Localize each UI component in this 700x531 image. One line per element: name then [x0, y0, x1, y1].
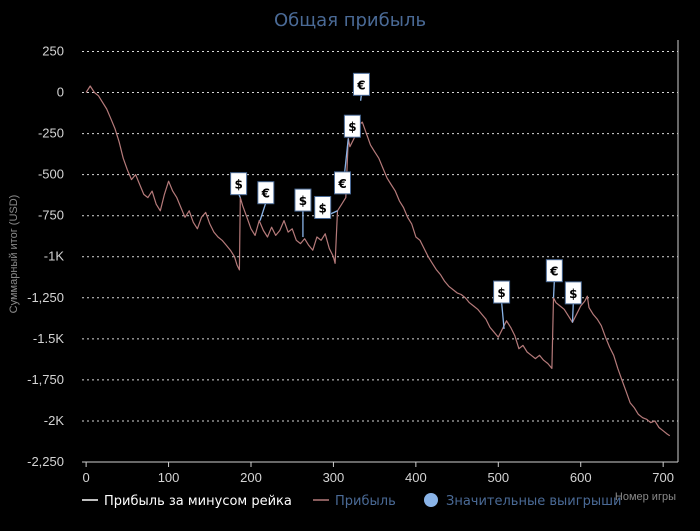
- big-win-marker: $: [294, 188, 312, 238]
- euro-icon: €: [261, 187, 270, 201]
- euro-icon: €: [549, 265, 558, 279]
- axes: [82, 40, 679, 467]
- marker-box: [564, 281, 582, 305]
- big-win-marker: €: [333, 138, 351, 195]
- marker-box: [545, 259, 563, 283]
- marker-box: [493, 280, 511, 304]
- marker-box: [333, 171, 351, 195]
- y-tick-label: -1,750: [27, 372, 64, 387]
- big-win-marker: €: [352, 72, 370, 101]
- marker-box: [294, 188, 312, 212]
- legend-item: Значительные выигрыши: [424, 493, 621, 509]
- x-tick-label: 200: [240, 470, 262, 485]
- legend-label: Прибыль за минусом рейка: [104, 494, 292, 509]
- big-win-marker: $: [564, 281, 582, 323]
- big-win-marker: $: [230, 172, 248, 198]
- x-tick-label: 700: [652, 470, 674, 485]
- x-tick-labels: 0 100 200 300 400 500 600 700: [83, 470, 675, 485]
- y-tick-label: 0: [57, 85, 64, 100]
- marker-connector: [552, 280, 555, 298]
- dollar-icon: $: [299, 194, 307, 208]
- dollar-icon: $: [497, 286, 505, 300]
- big-win-markers: $ € $ $ € $ € $ € $: [230, 72, 582, 330]
- y-tick-labels: 250 0 -250 -500 -750 -1K -1,250 -1.5K -1,750 -2K -…: [27, 43, 64, 469]
- x-axis-label: Номер игры: [615, 491, 676, 503]
- y-tick-label: -1,250: [27, 290, 64, 305]
- marker-box: [343, 114, 361, 138]
- big-win-marker: €: [257, 181, 275, 221]
- legend-swatch-dot: [424, 493, 438, 507]
- marker-connector: [571, 302, 574, 323]
- legend-item: Прибыль: [313, 494, 396, 509]
- dollar-icon: $: [348, 120, 356, 134]
- y-tick-label: -2,250: [27, 454, 64, 469]
- euro-icon: €: [337, 177, 346, 191]
- series-lines: [85, 85, 671, 437]
- x-tick-label: 300: [323, 470, 345, 485]
- y-tick-label: -2K: [44, 413, 65, 428]
- y-tick-label: -1K: [44, 249, 65, 264]
- x-tick-label: 500: [487, 470, 509, 485]
- y-tick-label: -250: [38, 126, 64, 141]
- series-line-profit: [85, 85, 671, 437]
- legend-label: Прибыль: [335, 494, 396, 509]
- y-tick-label: -500: [38, 167, 64, 182]
- big-win-marker: $: [493, 280, 511, 330]
- dollar-icon: $: [569, 287, 577, 301]
- x-tick-label: 0: [83, 470, 90, 485]
- euro-icon: €: [356, 78, 365, 92]
- marker-box: [314, 195, 332, 219]
- legend-label: Значительные выигрыши: [446, 494, 621, 509]
- x-tick-label: 600: [570, 470, 592, 485]
- big-win-marker: €: [545, 259, 563, 298]
- chart-title: Общая прибыль: [274, 10, 426, 31]
- dollar-icon: $: [234, 178, 242, 192]
- marker-connector: [500, 301, 505, 330]
- marker-connector: [259, 202, 267, 221]
- big-win-marker: $: [343, 114, 361, 138]
- x-tick-label: 100: [158, 470, 180, 485]
- x-tick-label: 400: [405, 470, 427, 485]
- y-tick-label: 250: [42, 43, 64, 58]
- marker-box: [257, 181, 275, 205]
- marker-box: [352, 72, 370, 96]
- big-win-marker: $: [314, 195, 338, 219]
- marker-box: [230, 172, 248, 196]
- y-tick-label: -1.5K: [33, 331, 64, 346]
- y-tick-label: -750: [38, 208, 64, 223]
- dollar-icon: $: [319, 201, 327, 215]
- y-axis-label: Суммарный итог (USD): [8, 195, 20, 314]
- legend: Прибыль за минусом рейка Прибыль Значитель…: [82, 493, 621, 509]
- legend-item: Прибыль за минусом рейка: [82, 494, 292, 509]
